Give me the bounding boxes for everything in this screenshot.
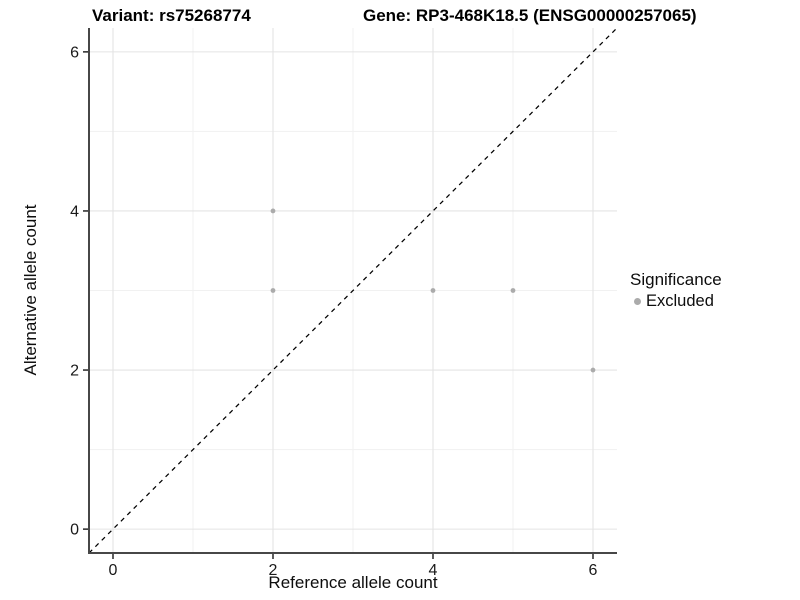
excluded-point-icon [634, 298, 641, 305]
variant-title: Variant: rs75268774 [92, 6, 251, 25]
legend: Significance Excluded [630, 270, 722, 311]
legend-item-label: Excluded [646, 292, 714, 310]
x-tick-label: 6 [589, 562, 598, 579]
gene-title: Gene: RP3-468K18.5 (ENSG00000257065) [363, 6, 697, 25]
x-axis-title: Reference allele count [268, 573, 438, 592]
x-tick-label: 4 [429, 562, 438, 579]
y-tick-label: 2 [70, 363, 79, 380]
x-tick-label: 2 [269, 562, 278, 579]
data-point [510, 288, 516, 293]
data-point [430, 288, 436, 293]
y-tick-label: 4 [70, 203, 79, 220]
legend-title: Significance [630, 270, 722, 289]
identity-reference-line [88, 27, 618, 554]
data-point [590, 367, 596, 373]
y-tick-label: 6 [70, 44, 79, 61]
legend-item-excluded: Excluded [630, 292, 722, 311]
x-tick-label: 0 [109, 562, 118, 579]
y-tick-label: 0 [70, 522, 79, 539]
data-point [270, 288, 276, 293]
y-axis-title: Alternative allele count [21, 204, 40, 376]
data-point [270, 208, 276, 214]
